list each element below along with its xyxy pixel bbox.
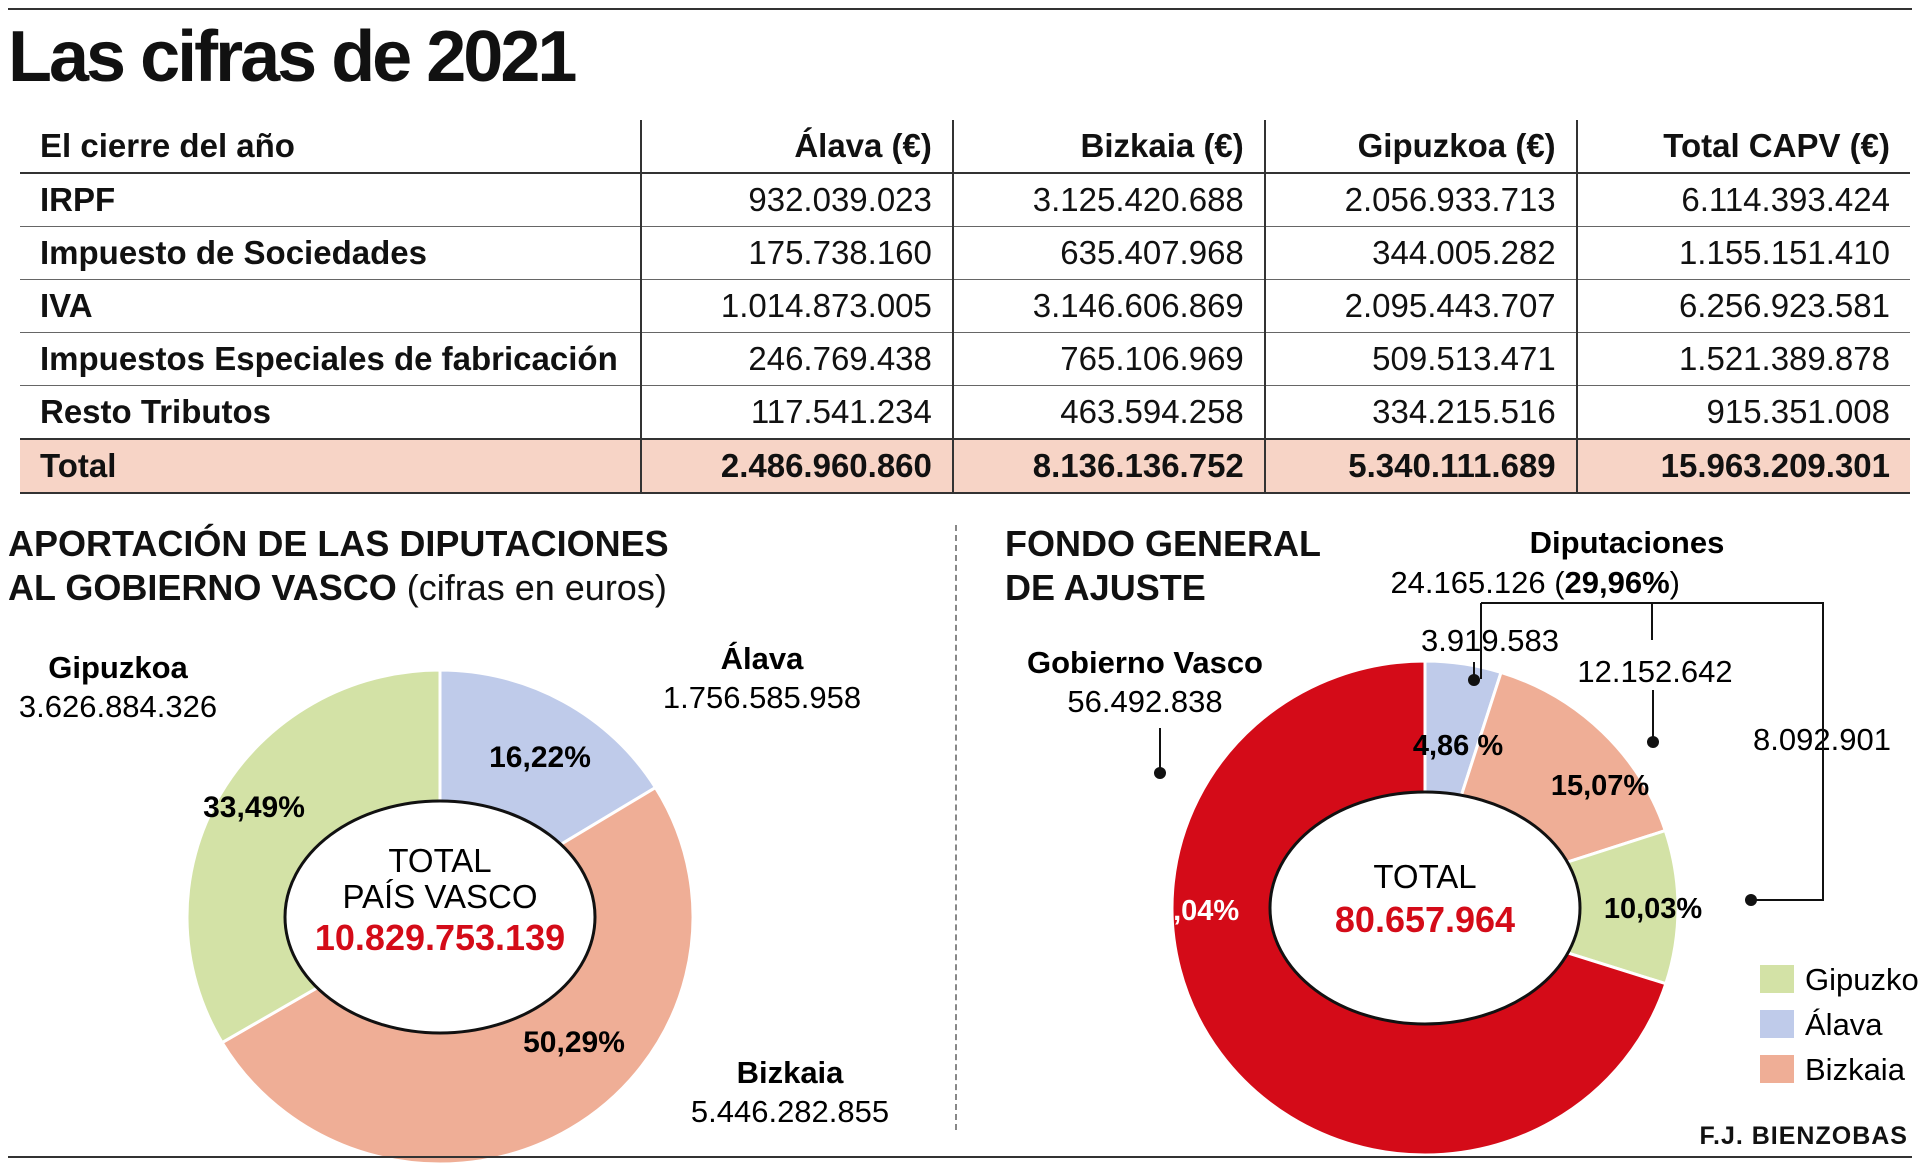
section2-title: FONDO GENERAL DE AJUSTE [1005,522,1321,610]
chart2-value-alava: 3.919.583 [1421,623,1559,658]
header-bizkaia: Bizkaia (€) [951,120,1265,174]
chart2-center-hole [1268,790,1582,1026]
chart2-group-label: Diputaciones [1530,525,1725,560]
chart2-dot-bizkaia [1647,736,1659,748]
chart2-center-line1: TOTAL [1373,858,1476,895]
row-label: Total [20,438,641,494]
legend-swatch-alava [1760,1010,1794,1038]
section1-title-line1: APORTACIÓN DE LAS DIPUTACIONES [8,523,669,564]
section-divider [955,525,957,1130]
cell-total: 915.351.008 [1575,385,1910,440]
chart2-dot-gobierno [1154,767,1166,779]
row-label: Impuestos Especiales de fabricación [20,332,641,386]
cell-total: 1.155.151.410 [1575,226,1910,280]
cell-gipuzkoa: 509.513.471 [1263,332,1577,386]
section1-title: APORTACIÓN DE LAS DIPUTACIONES AL GOBIER… [8,522,669,610]
cell-total: 6.256.923.581 [1575,279,1910,333]
chart2-value-bizkaia: 12.152.642 [1577,654,1732,689]
cell-total: 1.521.389.878 [1575,332,1910,386]
header-total-capv: Total CAPV (€) [1575,120,1910,174]
chart2-center-value: 80.657.964 [1335,899,1515,940]
cell-total: 15.963.209.301 [1575,438,1910,494]
chart2-legend: Gipuzkoa Álava Bizkaia [1760,962,1920,1087]
table-row: Impuesto de Sociedades 175.738.160 635.4… [20,226,1910,280]
chart2-value-gobierno: 56.492.838 [1067,684,1222,719]
top-rule [8,8,1912,10]
cell-bizkaia: 3.125.420.688 [951,173,1265,227]
chart1-label-bizkaia: Bizkaia [737,1055,845,1090]
header-alava: Álava (€) [640,120,953,174]
cell-alava: 932.039.023 [640,173,953,227]
chart1-center-value: 10.829.753.139 [315,917,565,958]
table-total-row: Total 2.486.960.860 8.136.136.752 5.340.… [20,438,1910,494]
row-label: Impuesto de Sociedades [20,226,641,280]
cell-gipuzkoa: 2.095.443.707 [1263,279,1577,333]
cell-total: 6.114.393.424 [1575,173,1910,227]
table-header-row: El cierre del año Álava (€) Bizkaia (€) … [20,120,1910,174]
chart2-leader-lines [1159,602,1824,901]
row-label: IRPF [20,173,641,227]
cell-bizkaia: 635.407.968 [951,226,1265,280]
cell-gipuzkoa: 334.215.516 [1263,385,1577,440]
chart2-group-value: 24.165.126 (29,96%) [1390,565,1680,600]
chart2-donut: TOTAL 80.657.964 4,86 % 15,07% 10,03% 70… [1027,525,1920,1157]
legend-swatch-gipuzkoa [1760,965,1794,993]
chart1-value-bizkaia: 5.446.282.855 [691,1094,889,1129]
main-title: Las cifras de 2021 [8,17,577,97]
table-row: Resto Tributos 117.541.234 463.594.258 3… [20,385,1910,440]
section1-title-note: (cifras en euros) [406,567,667,608]
header-concept: El cierre del año [20,120,641,174]
cell-alava: 1.014.873.005 [640,279,953,333]
chart1-value-gipuzkoa: 3.626.884.326 [19,689,217,724]
legend-label-gipuzkoa: Gipuzkoa [1805,962,1920,997]
chart1-donut: TOTAL PAÍS VASCO 10.829.753.139 16,22% 5… [19,641,889,1166]
cell-gipuzkoa: 5.340.111.689 [1263,438,1577,494]
chart2-group-percent: 29,96% [1565,565,1670,600]
chart2-percent-gobierno: 70,04% [1141,895,1240,927]
chart1-center-line2: PAÍS VASCO [342,878,537,915]
chart2-dot-gipuzkoa [1745,894,1757,906]
cell-alava: 117.541.234 [640,385,953,440]
chart1-percent-alava: 16,22% [489,741,591,774]
row-label: IVA [20,279,641,333]
tax-table: El cierre del año Álava (€) Bizkaia (€) … [20,120,1910,494]
cell-bizkaia: 463.594.258 [951,385,1265,440]
chart2-percent-gipuzkoa: 10,03% [1604,893,1703,925]
credit: F.J. BIENZOBAS [1699,1122,1908,1150]
chart1-label-gipuzkoa: Gipuzkoa [48,650,188,685]
cell-bizkaia: 765.106.969 [951,332,1265,386]
chart1-percent-gipuzkoa: 33,49% [203,791,305,824]
cell-bizkaia: 8.136.136.752 [951,438,1265,494]
cell-bizkaia: 3.146.606.869 [951,279,1265,333]
chart1-value-alava: 1.756.585.958 [663,680,861,715]
cell-alava: 175.738.160 [640,226,953,280]
chart2-label-gobierno: Gobierno Vasco [1027,645,1263,680]
section1-title-line2: AL GOBIERNO VASCO [8,567,397,608]
table-row: IVA 1.014.873.005 3.146.606.869 2.095.44… [20,279,1910,333]
cell-alava: 2.486.960.860 [640,438,953,494]
legend-label-bizkaia: Bizkaia [1805,1052,1906,1087]
chart1-center-line1: TOTAL [388,842,491,879]
table-row: IRPF 932.039.023 3.125.420.688 2.056.933… [20,173,1910,227]
chart2-percent-alava: 4,86 % [1413,730,1503,762]
cell-alava: 246.769.438 [640,332,953,386]
legend-label-alava: Álava [1805,1007,1883,1042]
section2-title-line1: FONDO GENERAL [1005,523,1322,564]
chart1-percent-bizkaia: 50,29% [523,1026,625,1059]
section2-title-line2: DE AJUSTE [1005,567,1206,608]
bottom-rule [8,1156,1912,1158]
chart2-group-value-number: 24.165.126 [1390,565,1545,600]
legend-swatch-bizkaia [1760,1055,1794,1083]
chart1-center-hole [283,799,597,1035]
cell-gipuzkoa: 344.005.282 [1263,226,1577,280]
chart1-label-alava: Álava [721,641,804,676]
chart2-percent-bizkaia: 15,07% [1551,770,1650,802]
chart2-dot-alava [1468,674,1480,686]
header-gipuzkoa: Gipuzkoa (€) [1263,120,1577,174]
table-row: Impuestos Especiales de fabricación 246.… [20,332,1910,386]
chart2-leader-dots [1154,674,1757,906]
cell-gipuzkoa: 2.056.933.713 [1263,173,1577,227]
